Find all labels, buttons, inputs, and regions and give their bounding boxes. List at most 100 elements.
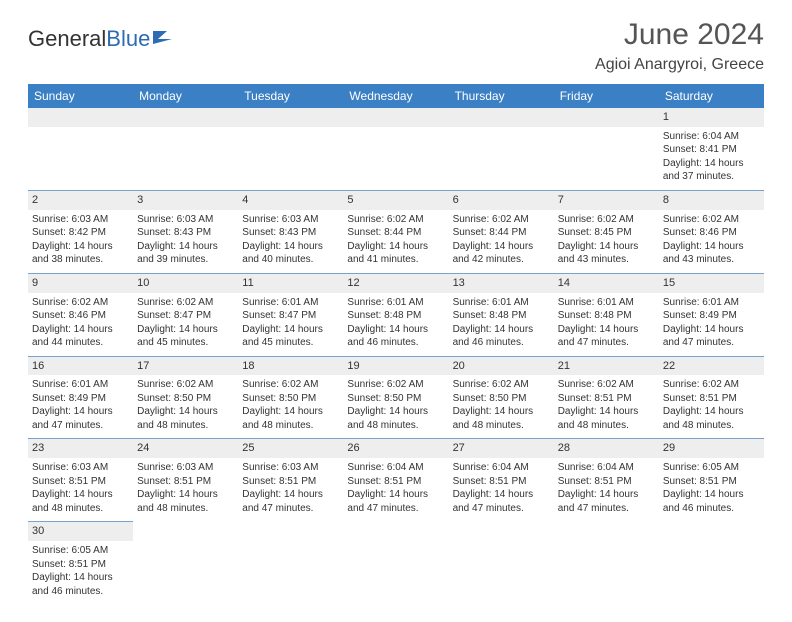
sunrise-line: Sunrise: 6:04 AM [558,461,655,475]
day-number: 7 [554,191,659,210]
sunset-line: Sunset: 8:51 PM [663,392,760,406]
day-cell: 28Sunrise: 6:04 AMSunset: 8:51 PMDayligh… [554,439,659,522]
daylight-line-1: Daylight: 14 hours [663,488,760,502]
empty-daynum [133,108,238,127]
sunrise-line: Sunrise: 6:03 AM [137,213,234,227]
day-cell: 12Sunrise: 6:01 AMSunset: 8:48 PMDayligh… [343,273,448,356]
sunset-line: Sunset: 8:51 PM [558,392,655,406]
daylight-line-1: Daylight: 14 hours [453,240,550,254]
daylight-line-2: and 46 minutes. [347,336,444,350]
day-number: 11 [238,274,343,293]
day-number: 29 [659,439,764,458]
daylight-line-2: and 47 minutes. [347,502,444,516]
week-row: 23Sunrise: 6:03 AMSunset: 8:51 PMDayligh… [28,439,764,522]
sunset-line: Sunset: 8:49 PM [663,309,760,323]
sunrise-line: Sunrise: 6:01 AM [558,296,655,310]
sunset-line: Sunset: 8:43 PM [137,226,234,240]
day-number: 16 [28,357,133,376]
day-cell: 17Sunrise: 6:02 AMSunset: 8:50 PMDayligh… [133,356,238,439]
sunset-line: Sunset: 8:47 PM [137,309,234,323]
daylight-line-2: and 48 minutes. [347,419,444,433]
daylight-line-1: Daylight: 14 hours [32,488,129,502]
calendar-body: 1Sunrise: 6:04 AMSunset: 8:41 PMDaylight… [28,108,764,604]
sunrise-line: Sunrise: 6:02 AM [242,378,339,392]
day-cell: 29 Sunrise: 6:05 AMSunset: 8:51 PMDayligh… [659,439,764,522]
day-number: 27 [449,439,554,458]
day-number: 26 [343,439,448,458]
location-text: Agioi Anargyroi, Greece [595,56,764,74]
brand-part1: General [28,26,106,52]
day-cell: 20Sunrise: 6:02 AMSunset: 8:50 PMDayligh… [449,356,554,439]
daylight-line-2: and 46 minutes. [663,502,760,516]
day-number: 28 [554,439,659,458]
day-header: Friday [554,84,659,108]
daylight-line-2: and 48 minutes. [137,419,234,433]
flag-icon [152,29,174,47]
day-cell [554,108,659,190]
header: GeneralBlue June 2024 Agioi Anargyroi, G… [28,18,764,74]
daylight-line-1: Daylight: 14 hours [663,240,760,254]
sunrise-line: Sunrise: 6:02 AM [32,296,129,310]
month-title: June 2024 [595,18,764,52]
sunset-line: Sunset: 8:50 PM [453,392,550,406]
daylight-line-1: Daylight: 14 hours [32,405,129,419]
day-cell: 27Sunrise: 6:04 AMSunset: 8:51 PMDayligh… [449,439,554,522]
day-number: 2 [28,191,133,210]
day-number: 1 [659,108,764,127]
daylight-line-2: and 39 minutes. [137,253,234,267]
sunrise-line: Sunrise: 6:05 AM [663,461,760,475]
daylight-line-2: and 43 minutes. [663,253,760,267]
daylight-line-1: Daylight: 14 hours [453,405,550,419]
day-header: Thursday [449,84,554,108]
sunset-line: Sunset: 8:48 PM [347,309,444,323]
day-header: Wednesday [343,84,448,108]
sunrise-line: Sunrise: 6:03 AM [137,461,234,475]
day-number: 14 [554,274,659,293]
daylight-line-1: Daylight: 14 hours [137,405,234,419]
daylight-line-2: and 45 minutes. [137,336,234,350]
sunset-line: Sunset: 8:42 PM [32,226,129,240]
day-cell: 4Sunrise: 6:03 AMSunset: 8:43 PMDaylight… [238,190,343,273]
daylight-line-1: Daylight: 14 hours [32,571,129,585]
day-cell [554,522,659,604]
daylight-line-1: Daylight: 14 hours [137,323,234,337]
calendar-table: SundayMondayTuesdayWednesdayThursdayFrid… [28,84,764,604]
sunset-line: Sunset: 8:51 PM [347,475,444,489]
sunrise-line: Sunrise: 6:02 AM [663,378,760,392]
day-number: 15 [659,274,764,293]
daylight-line-2: and 46 minutes. [32,585,129,599]
daylight-line-1: Daylight: 14 hours [242,323,339,337]
day-cell: 24Sunrise: 6:03 AMSunset: 8:51 PMDayligh… [133,439,238,522]
day-cell: 14Sunrise: 6:01 AMSunset: 8:48 PMDayligh… [554,273,659,356]
sunrise-line: Sunrise: 6:02 AM [663,213,760,227]
day-cell: 25Sunrise: 6:03 AMSunset: 8:51 PMDayligh… [238,439,343,522]
sunset-line: Sunset: 8:44 PM [347,226,444,240]
day-number: 9 [28,274,133,293]
day-cell [133,108,238,190]
day-number: 21 [554,357,659,376]
day-cell [659,522,764,604]
empty-daynum [343,108,448,127]
day-cell: 10Sunrise: 6:02 AMSunset: 8:47 PMDayligh… [133,273,238,356]
day-number: 19 [343,357,448,376]
day-cell: 22Sunrise: 6:02 AMSunset: 8:51 PMDayligh… [659,356,764,439]
sunrise-line: Sunrise: 6:01 AM [453,296,550,310]
day-number: 30 [28,522,133,541]
daylight-line-2: and 46 minutes. [453,336,550,350]
day-cell [343,522,448,604]
day-cell: 1Sunrise: 6:04 AMSunset: 8:41 PMDaylight… [659,108,764,190]
day-number: 13 [449,274,554,293]
week-row: 2Sunrise: 6:03 AMSunset: 8:42 PMDaylight… [28,190,764,273]
daylight-line-2: and 45 minutes. [242,336,339,350]
brand-part2: Blue [106,26,150,52]
empty-daynum [449,108,554,127]
sunrise-line: Sunrise: 6:02 AM [558,378,655,392]
week-row: 16Sunrise: 6:01 AMSunset: 8:49 PMDayligh… [28,356,764,439]
sunset-line: Sunset: 8:50 PM [242,392,339,406]
sunrise-line: Sunrise: 6:02 AM [453,378,550,392]
day-cell: 7Sunrise: 6:02 AMSunset: 8:45 PMDaylight… [554,190,659,273]
daylight-line-2: and 48 minutes. [663,419,760,433]
daylight-line-1: Daylight: 14 hours [32,240,129,254]
day-header-row: SundayMondayTuesdayWednesdayThursdayFrid… [28,84,764,108]
sunset-line: Sunset: 8:51 PM [663,475,760,489]
